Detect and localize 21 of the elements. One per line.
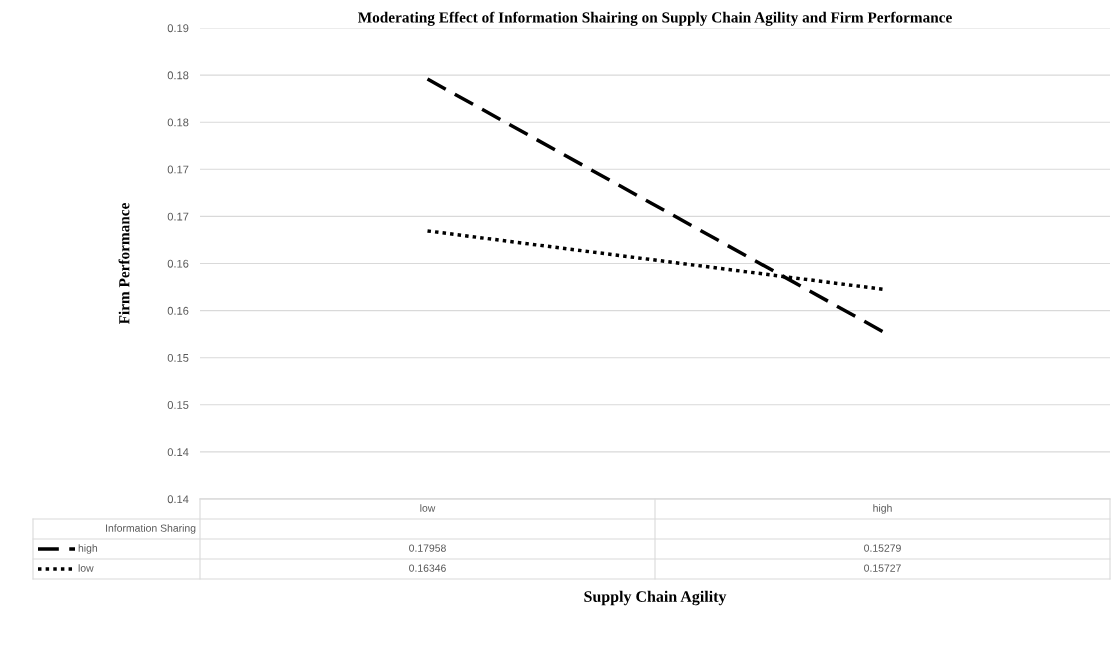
y-tick-label: 0.17	[167, 212, 189, 221]
y-tick-label: 0.16	[167, 259, 189, 268]
y-tick-label: 0.16	[167, 306, 189, 315]
legend-label: low	[78, 564, 94, 572]
y-tick-label: 0.19	[167, 24, 189, 33]
y-tick-label: 0.17	[167, 165, 189, 174]
data-label: 0.17958	[409, 544, 446, 552]
y-tick-label: 0.15	[167, 401, 189, 409]
y-tick-label: 0.18	[167, 118, 189, 127]
y-tick-label: 0.18	[167, 71, 189, 80]
data-label: 0.15727	[864, 564, 901, 572]
x-axis-title: Supply Chain Agility	[584, 590, 727, 606]
legend-label: high	[78, 544, 98, 554]
y-tick-label: 0.15	[167, 353, 189, 362]
y-tick-label: 0.14	[167, 495, 189, 504]
legend-title: Information Sharing	[106, 524, 196, 534]
data-label: 0.15279	[864, 544, 901, 552]
data-label: 0.16346	[409, 564, 446, 572]
chart-title: Moderating Effect of Information Shairing on Supply Chain Agility and Firm Performance	[357, 11, 952, 26]
y-tick-label: 0.14	[167, 448, 189, 457]
y-axis-title: Firm Performance	[118, 203, 130, 325]
